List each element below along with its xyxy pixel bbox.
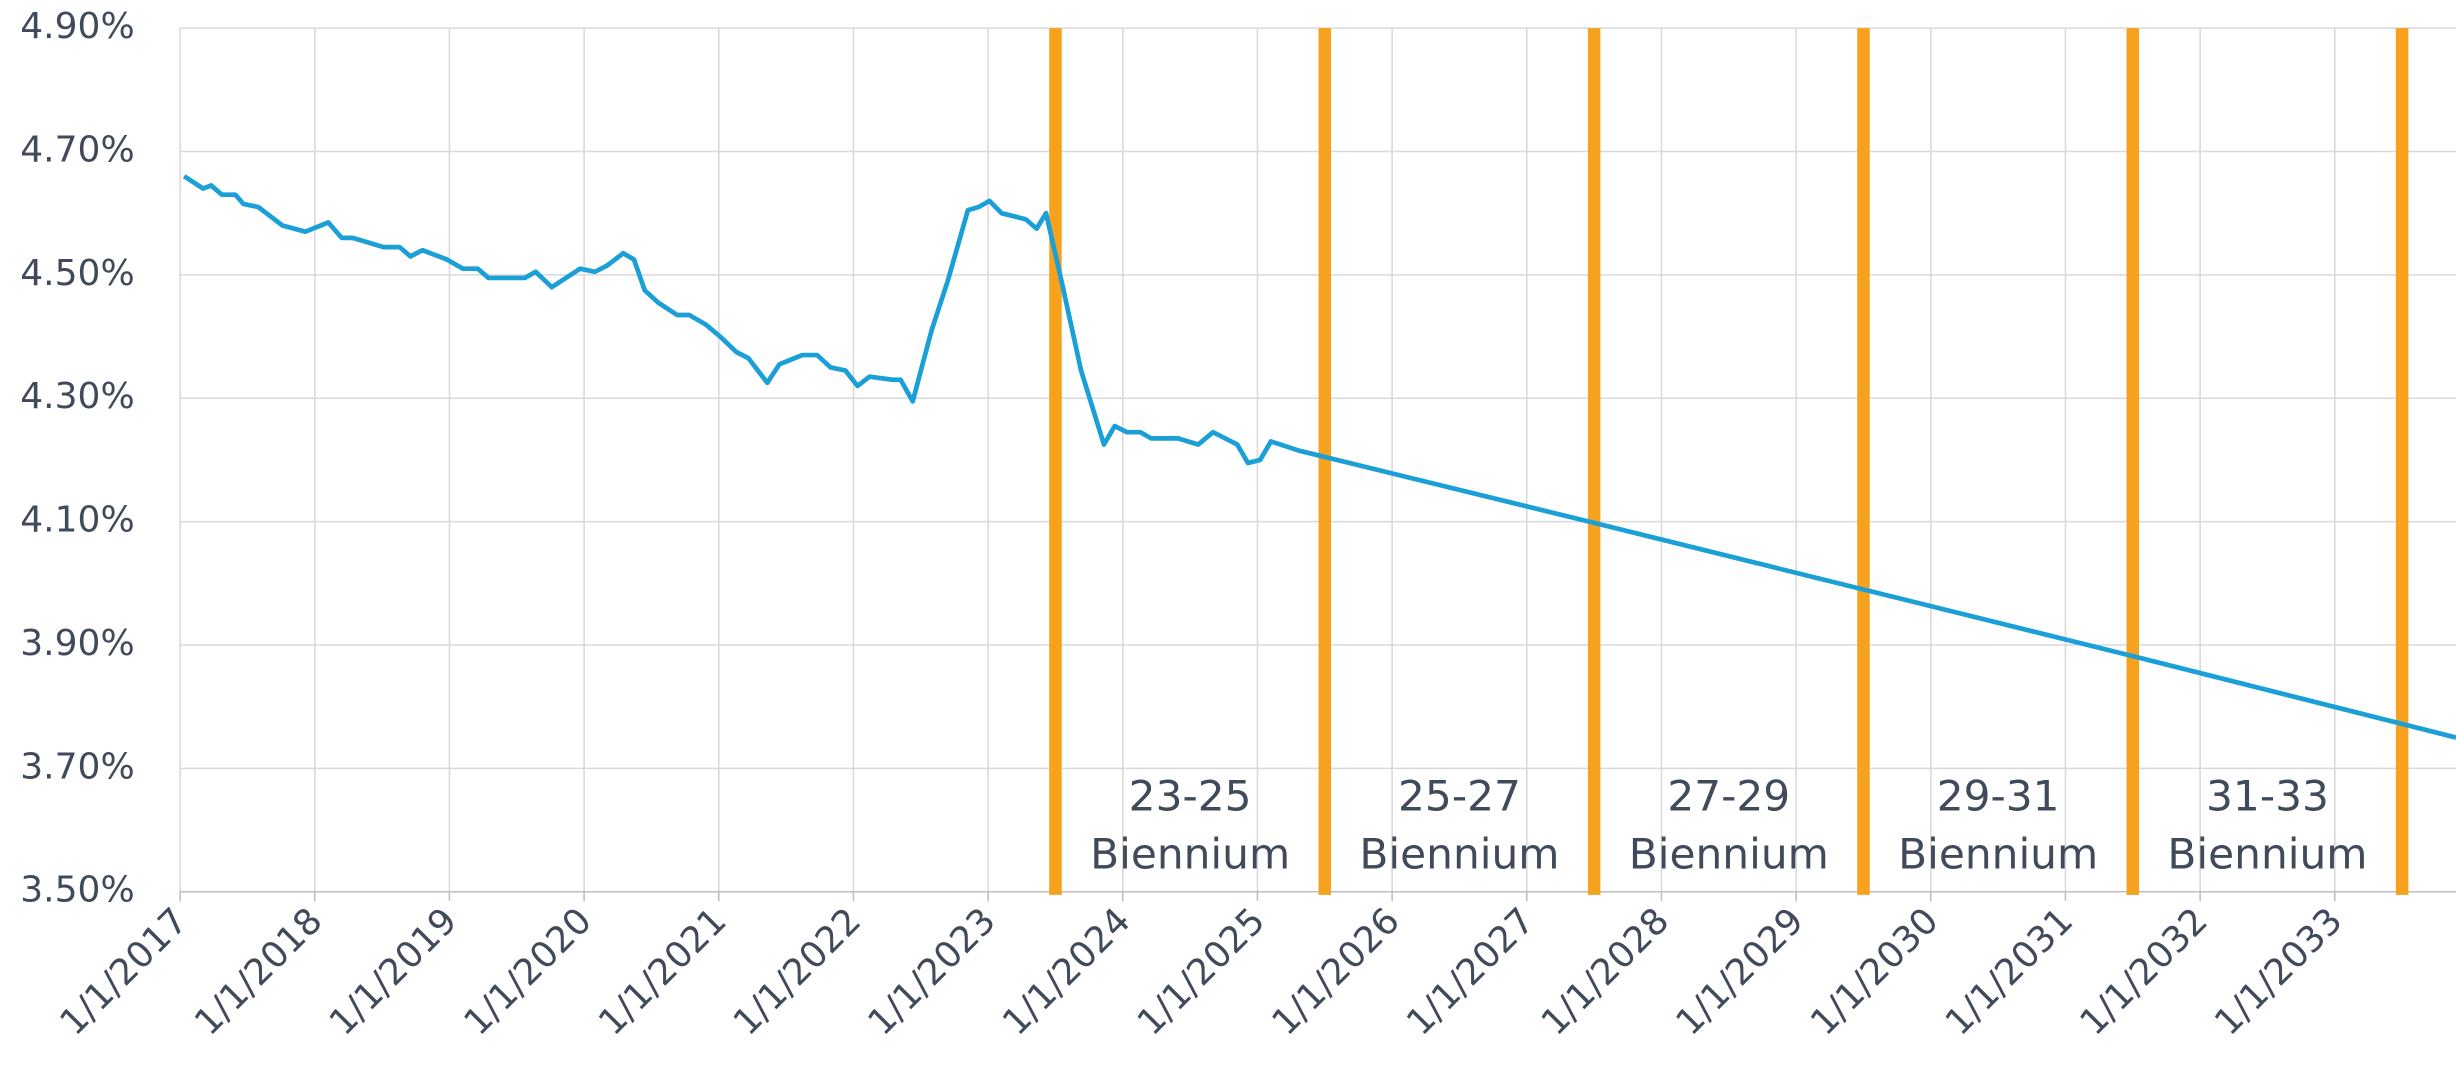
- biennium-label: Biennium: [1090, 829, 1290, 878]
- x-tick-label: 1/1/2031: [1938, 900, 2081, 1043]
- x-tick-label: 1/1/2030: [1803, 900, 1946, 1043]
- biennium-label: 29-31: [1937, 772, 2060, 821]
- biennium-label: 25-27: [1398, 772, 1521, 821]
- x-tick-label: 1/1/2028: [1534, 900, 1677, 1043]
- biennium-label: 27-29: [1667, 772, 1790, 821]
- line: [182, 174, 2456, 740]
- biennium-label: 31-33: [2206, 772, 2329, 821]
- x-tick-label: 1/1/2033: [2207, 900, 2350, 1043]
- x-tick-label: 1/1/2026: [1264, 900, 1407, 1043]
- y-tick-label: 4.30%: [20, 376, 134, 417]
- biennium-label: Biennium: [2167, 829, 2367, 878]
- biennium-label: Biennium: [1898, 829, 2098, 878]
- x-tick-label: 1/1/2025: [1130, 900, 1273, 1043]
- x-tick-label: 1/1/2022: [726, 900, 869, 1043]
- x-tick-label: 1/1/2018: [187, 900, 330, 1043]
- y-tick-label: 4.10%: [20, 500, 134, 541]
- y-tick-label: 4.90%: [20, 6, 134, 47]
- y-tick-label: 3.70%: [20, 746, 134, 787]
- x-tick-label: 1/1/2024: [995, 900, 1138, 1043]
- biennium-label: Biennium: [1359, 829, 1559, 878]
- x-tick-label: 1/1/2027: [1399, 900, 1542, 1043]
- y-tick-label: 4.70%: [20, 130, 134, 171]
- x-tick-label: 1/1/2020: [456, 900, 599, 1043]
- x-tick-label: 1/1/2029: [1668, 900, 1811, 1043]
- x-tick-label: 1/1/2019: [322, 900, 465, 1043]
- x-tick-label: 1/1/2032: [2072, 900, 2215, 1043]
- y-tick-label: 3.90%: [20, 623, 134, 664]
- x-tick-label: 1/1/2023: [860, 900, 1003, 1043]
- y-tick-label: 4.50%: [20, 253, 134, 294]
- x-tick-label: 1/1/2017: [52, 900, 195, 1043]
- biennium-label: 23-25: [1129, 772, 1252, 821]
- x-tick-label: 1/1/2021: [591, 900, 734, 1043]
- y-tick-label: 3.50%: [20, 870, 134, 911]
- biennium-label: Biennium: [1629, 829, 1829, 878]
